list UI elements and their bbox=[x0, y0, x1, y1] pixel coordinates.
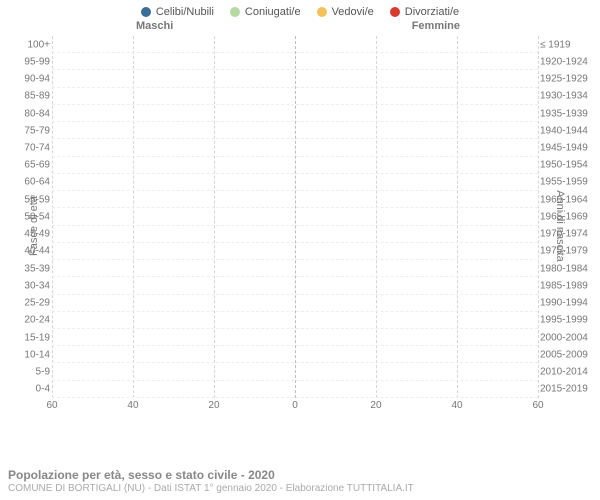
footer: Popolazione per età, sesso e stato civil… bbox=[8, 468, 592, 494]
female-label: Femmine bbox=[412, 20, 460, 32]
pyramid-row: 100+≤ 1919 bbox=[52, 36, 538, 53]
age-label: 70-74 bbox=[18, 143, 50, 154]
pyramid-row: 25-291990-1994 bbox=[52, 295, 538, 312]
birthyear-label: 1975-1979 bbox=[540, 246, 590, 257]
age-label: 30-34 bbox=[18, 280, 50, 291]
legend-item: Divorziati/e bbox=[390, 6, 459, 18]
x-tick: 0 bbox=[292, 400, 298, 411]
age-label: 90-94 bbox=[18, 74, 50, 85]
birthyear-label: 2015-2019 bbox=[540, 384, 590, 395]
birthyear-label: 1990-1994 bbox=[540, 298, 590, 309]
age-label: 25-29 bbox=[18, 298, 50, 309]
x-tick: 20 bbox=[370, 400, 381, 411]
pyramid-row: 40-441975-1979 bbox=[52, 243, 538, 260]
legend-item: Coniugati/e bbox=[230, 6, 301, 18]
pyramid-row: 65-691950-1954 bbox=[52, 157, 538, 174]
pyramid-row: 5-92010-2014 bbox=[52, 363, 538, 380]
x-tick: 40 bbox=[127, 400, 138, 411]
footer-title: Popolazione per età, sesso e stato civil… bbox=[8, 468, 592, 482]
pyramid-row: 55-591960-1964 bbox=[52, 191, 538, 208]
age-label: 100+ bbox=[18, 39, 50, 50]
birthyear-label: 1920-1924 bbox=[540, 56, 590, 67]
birthyear-label: 1980-1984 bbox=[540, 263, 590, 274]
age-label: 40-44 bbox=[18, 246, 50, 257]
legend-label: Coniugati/e bbox=[245, 6, 301, 18]
legend-label: Divorziati/e bbox=[405, 6, 459, 18]
age-label: 0-4 bbox=[18, 384, 50, 395]
birthyear-label: 1925-1929 bbox=[540, 74, 590, 85]
x-tick: 60 bbox=[532, 400, 543, 411]
age-label: 45-49 bbox=[18, 229, 50, 240]
birthyear-label: 2005-2009 bbox=[540, 349, 590, 360]
pyramid-row: 80-841935-1939 bbox=[52, 105, 538, 122]
age-label: 10-14 bbox=[18, 349, 50, 360]
birthyear-label: 1945-1949 bbox=[540, 143, 590, 154]
legend-dot-icon bbox=[390, 7, 400, 17]
legend: Celibi/Nubili Coniugati/e Vedovi/e Divorzia… bbox=[8, 6, 592, 18]
pyramid-row: 50-541965-1969 bbox=[52, 208, 538, 225]
age-label: 75-79 bbox=[18, 125, 50, 136]
birthyear-label: ≤ 1919 bbox=[540, 39, 590, 50]
pyramid-row: 15-192000-2004 bbox=[52, 329, 538, 346]
x-tick: 40 bbox=[451, 400, 462, 411]
legend-dot-icon bbox=[230, 7, 240, 17]
legend-dot-icon bbox=[141, 7, 151, 17]
pyramid-row: 60-641955-1959 bbox=[52, 174, 538, 191]
pyramid-row: 10-142005-2009 bbox=[52, 346, 538, 363]
gender-header-row: Maschi Femmine bbox=[8, 20, 592, 36]
x-axis: 6040200204060 bbox=[52, 400, 538, 416]
age-label: 55-59 bbox=[18, 194, 50, 205]
rows-container: 100+≤ 191995-991920-192490-941925-192985… bbox=[52, 36, 538, 398]
plot: 100+≤ 191995-991920-192490-941925-192985… bbox=[52, 36, 538, 398]
pyramid-row: 85-891930-1934 bbox=[52, 88, 538, 105]
age-label: 20-24 bbox=[18, 315, 50, 326]
pyramid-row: 35-391980-1984 bbox=[52, 260, 538, 277]
age-label: 80-84 bbox=[18, 108, 50, 119]
x-tick: 60 bbox=[46, 400, 57, 411]
birthyear-label: 1955-1959 bbox=[540, 177, 590, 188]
pyramid-row: 20-241995-1999 bbox=[52, 312, 538, 329]
age-label: 95-99 bbox=[18, 56, 50, 67]
age-label: 35-39 bbox=[18, 263, 50, 274]
age-label: 15-19 bbox=[18, 332, 50, 343]
legend-item: Celibi/Nubili bbox=[141, 6, 214, 18]
pyramid-row: 30-341985-1989 bbox=[52, 277, 538, 294]
birthyear-label: 1965-1969 bbox=[540, 211, 590, 222]
birthyear-label: 1995-1999 bbox=[540, 315, 590, 326]
birthyear-label: 2000-2004 bbox=[540, 332, 590, 343]
pyramid-row: 0-42015-2019 bbox=[52, 381, 538, 398]
legend-dot-icon bbox=[317, 7, 327, 17]
pyramid-row: 70-741945-1949 bbox=[52, 139, 538, 156]
pyramid-row: 90-941925-1929 bbox=[52, 70, 538, 87]
pyramid-row: 45-491970-1974 bbox=[52, 226, 538, 243]
legend-item: Vedovi/e bbox=[317, 6, 374, 18]
pyramid-row: 95-991920-1924 bbox=[52, 53, 538, 70]
age-label: 50-54 bbox=[18, 211, 50, 222]
birthyear-label: 1950-1954 bbox=[540, 160, 590, 171]
birthyear-label: 2010-2014 bbox=[540, 367, 590, 378]
x-tick: 20 bbox=[208, 400, 219, 411]
footer-subtitle: COMUNE DI BORTIGALI (NU) - Dati ISTAT 1°… bbox=[8, 483, 592, 494]
birthyear-label: 1935-1939 bbox=[540, 108, 590, 119]
birthyear-label: 1930-1934 bbox=[540, 91, 590, 102]
birthyear-label: 1940-1944 bbox=[540, 125, 590, 136]
birthyear-label: 1985-1989 bbox=[540, 280, 590, 291]
age-label: 65-69 bbox=[18, 160, 50, 171]
birthyear-label: 1970-1974 bbox=[540, 229, 590, 240]
age-label: 5-9 bbox=[18, 367, 50, 378]
chart-container: Celibi/Nubili Coniugati/e Vedovi/e Divorzia… bbox=[0, 0, 600, 500]
age-label: 60-64 bbox=[18, 177, 50, 188]
age-label: 85-89 bbox=[18, 91, 50, 102]
birthyear-label: 1960-1964 bbox=[540, 194, 590, 205]
pyramid-row: 75-791940-1944 bbox=[52, 122, 538, 139]
legend-label: Celibi/Nubili bbox=[156, 6, 214, 18]
male-label: Maschi bbox=[136, 20, 173, 32]
legend-label: Vedovi/e bbox=[332, 6, 374, 18]
chart-area: Fasce di età Anni di nascita 100+≤ 19199… bbox=[8, 36, 592, 416]
